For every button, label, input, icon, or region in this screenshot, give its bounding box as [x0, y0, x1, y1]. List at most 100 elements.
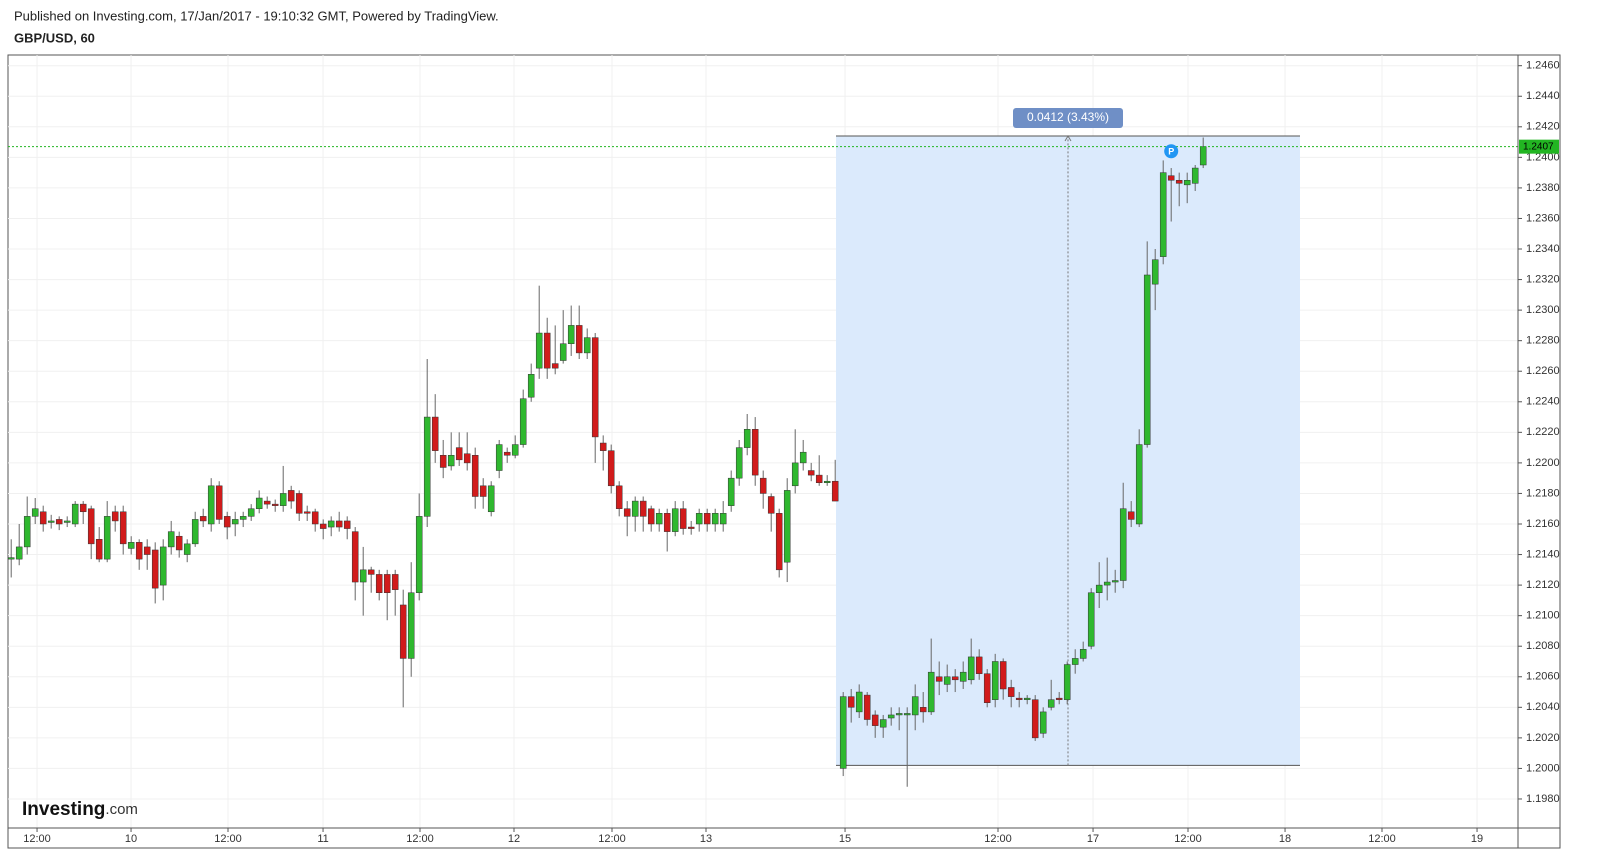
candle-body — [79, 503, 87, 513]
candle-body — [487, 485, 495, 513]
y-tick-label: 1.2140 — [1526, 548, 1560, 560]
candle-body — [47, 520, 55, 523]
logo-name: Investing — [22, 799, 105, 820]
x-tick-label: 12:00 — [23, 833, 51, 845]
candle-body — [1199, 146, 1207, 166]
candle-body — [119, 511, 127, 545]
last-price-box — [1519, 139, 1559, 154]
candle-body — [151, 549, 159, 589]
y-tick-label: 1.2460 — [1526, 60, 1560, 72]
x-tick-label: 10 — [125, 833, 137, 845]
y-tick-label: 1.2100 — [1526, 610, 1560, 622]
candle-body — [103, 516, 111, 560]
candle-body — [575, 325, 583, 354]
candle-body — [1151, 259, 1159, 285]
candle-body — [663, 513, 671, 532]
candle-body — [775, 513, 783, 571]
candle-body — [191, 519, 199, 545]
y-tick-label: 1.2060 — [1526, 671, 1560, 683]
candle-body — [855, 691, 863, 713]
x-tick-label: 15 — [839, 833, 851, 845]
candle-body — [335, 520, 343, 528]
candle-body — [287, 490, 295, 502]
measure-label: 0.0412 (3.43%) — [1027, 110, 1109, 124]
candle-body — [631, 500, 639, 517]
x-tick-label: 12:00 — [1368, 833, 1396, 845]
x-tick-label: 12:00 — [984, 833, 1012, 845]
y-tick-label: 1.2220 — [1526, 426, 1560, 438]
candle-body — [503, 451, 511, 456]
candle-body — [615, 485, 623, 509]
candle-body — [447, 454, 455, 467]
candle-body — [1103, 581, 1111, 586]
candle-body — [183, 543, 191, 555]
y-tick-label: 1.2180 — [1526, 487, 1560, 499]
candle-body — [383, 574, 391, 593]
y-tick-label: 1.2200 — [1526, 457, 1560, 469]
y-tick-label: 1.2000 — [1526, 762, 1560, 774]
candle-body — [911, 696, 919, 716]
y-tick-label: 1.1980 — [1526, 793, 1560, 805]
y-tick-label: 1.2040 — [1526, 701, 1560, 713]
candle-body — [1127, 511, 1135, 520]
x-tick-label: 17 — [1087, 833, 1099, 845]
candle-body — [511, 444, 519, 456]
candle-body — [495, 444, 503, 471]
candle-body — [1047, 699, 1055, 708]
chart-frame — [7, 54, 1561, 849]
candle-body — [255, 497, 263, 509]
candle-body — [567, 325, 575, 344]
candle-body — [343, 520, 351, 529]
candle-body — [783, 490, 791, 563]
candle-body — [159, 546, 167, 586]
x-tick-label: 12:00 — [598, 833, 626, 845]
symbol-title: GBP/USD, 60 — [14, 30, 95, 45]
y-tick-label: 1.2440 — [1526, 90, 1560, 102]
y-tick-label: 1.2420 — [1526, 121, 1560, 133]
candle-body — [975, 656, 983, 674]
y-tick-label: 1.2320 — [1526, 273, 1560, 285]
candle-body — [719, 513, 727, 525]
logo: Investing.com — [22, 799, 138, 820]
x-tick-label: 18 — [1279, 833, 1291, 845]
candle-body — [87, 508, 95, 545]
candle-body — [1183, 180, 1191, 186]
candle-body — [967, 656, 975, 681]
candle-body — [903, 713, 911, 716]
candle-body — [671, 508, 679, 532]
candle-body — [1015, 697, 1023, 700]
candle-body — [55, 519, 63, 525]
candle-body — [295, 493, 303, 514]
candle-body — [823, 480, 831, 483]
candle-body — [239, 516, 247, 520]
candle-body — [1167, 175, 1175, 181]
candle-body — [1111, 580, 1119, 583]
candle-body — [711, 513, 719, 525]
candle-body — [559, 343, 567, 361]
published-note: Published on Investing.com, 17/Jan/2017 … — [14, 8, 499, 23]
candle-body — [847, 696, 855, 708]
candle-body — [391, 574, 399, 590]
candle-body — [695, 513, 703, 525]
x-tick-label: 13 — [700, 833, 712, 845]
candle-body — [95, 539, 103, 560]
candle-body — [791, 462, 799, 487]
candle-body — [527, 374, 535, 398]
candle-body — [1031, 699, 1039, 739]
plot: 0.0412 (3.43%) P — [7, 107, 1518, 787]
candle-body — [1095, 584, 1103, 593]
candle-body — [1119, 508, 1127, 581]
candle-body — [15, 546, 23, 560]
candle-body — [1135, 444, 1143, 525]
candle-body — [919, 707, 927, 713]
last-price-label: 1.2407 — [1523, 141, 1554, 152]
x-tick-label: 12:00 — [214, 833, 242, 845]
x-tick-label: 19 — [1471, 833, 1483, 845]
y-tick-label: 1.2240 — [1526, 396, 1560, 408]
x-tick-label: 11 — [317, 833, 328, 845]
candle-body — [415, 516, 423, 593]
y-tick-label: 1.2120 — [1526, 579, 1560, 591]
candle-body — [879, 719, 887, 728]
candle-body — [807, 470, 815, 476]
